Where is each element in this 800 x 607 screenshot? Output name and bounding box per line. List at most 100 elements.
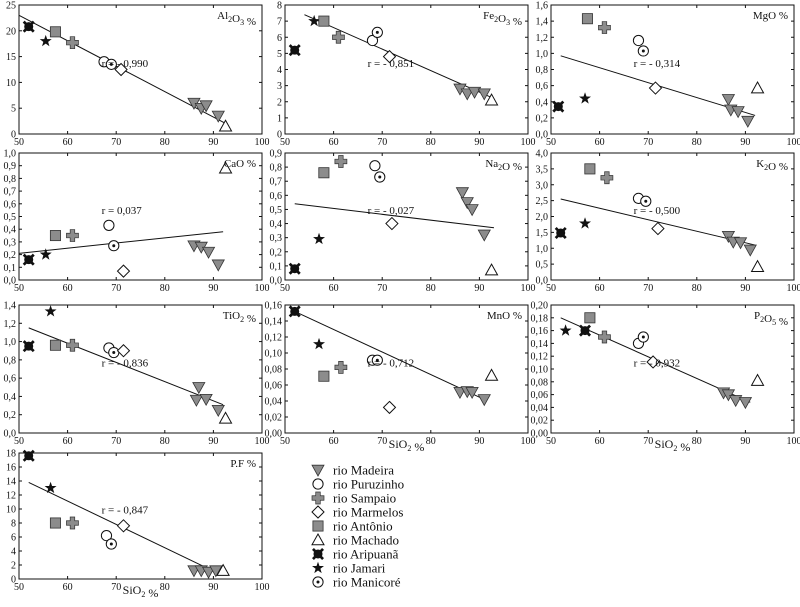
data-point-antonio — [584, 312, 596, 324]
x-tick-label: 70 — [377, 436, 387, 447]
x-tick-label: 60 — [63, 582, 73, 593]
data-point-puruzinho — [632, 34, 645, 47]
x-tick-label: 50 — [546, 436, 556, 447]
data-point-marmelos — [651, 221, 665, 236]
y-tick-label: 0,06 — [265, 381, 283, 392]
x-tick-label: 70 — [643, 436, 653, 447]
data-point-aripuana — [288, 262, 301, 275]
y-tick-label: 0,02 — [531, 416, 549, 427]
correlation-label: r = - 0,500 — [634, 205, 681, 217]
y-tick-label: 0,12 — [531, 352, 549, 363]
x-tick-label: 90 — [208, 436, 218, 447]
data-point-manicore — [108, 346, 120, 359]
y-tick-label: 1,2 — [4, 319, 17, 330]
data-point-madeira — [729, 395, 743, 408]
data-point-madeira — [733, 237, 748, 250]
scatter-panel: 50 60 70 80 90 1000,00,10,20,30,40,50,60,70,8… — [4, 149, 270, 295]
x-tick-label: 100 — [521, 436, 536, 447]
panel-title: TiO2 % — [223, 310, 256, 325]
y-tick-label: 0,0 — [536, 276, 549, 287]
x-tick-label: 80 — [160, 283, 170, 294]
data-point-madeira — [211, 110, 225, 123]
y-tick-label: 0,16 — [531, 326, 549, 337]
y-tick-label: 7 — [277, 17, 282, 28]
y-tick-label: 0,2 — [4, 410, 17, 421]
y-tick-label: 0,1 — [270, 261, 283, 272]
y-tick-label: 12 — [6, 491, 16, 502]
x-tick-label: 50 — [546, 137, 556, 148]
data-point-madeira — [460, 197, 474, 210]
correlation-label: r = - 0,314 — [634, 58, 681, 70]
y-tick-label: 15 — [6, 52, 16, 63]
data-point-antonio — [49, 230, 61, 242]
data-point-jamari — [308, 14, 321, 27]
legend-label: rio Marmelos — [333, 505, 403, 520]
data-point-antonio — [581, 13, 593, 25]
correlation-label: r = - 0,836 — [102, 357, 149, 369]
x-tick-label: 100 — [521, 137, 536, 148]
data-point-manicore — [637, 45, 649, 57]
data-point-machado — [218, 119, 233, 132]
x-tick-label: 60 — [329, 436, 339, 447]
y-tick-label: 0,0 — [4, 429, 17, 440]
x-tick-label: 100 — [255, 283, 270, 294]
y-tick-label: 0,7 — [270, 177, 283, 188]
data-point-machado — [750, 259, 765, 272]
data-point-jamari — [44, 305, 57, 317]
trend-line — [294, 203, 495, 229]
scatter-panel: 50 60 70 80 90 100 0,00 0,02 0,04 0,06 0,08 0,10 0,1… — [265, 301, 536, 455]
y-tick-label: 0,18 — [531, 313, 549, 324]
y-tick-label: 10 — [6, 78, 16, 89]
y-tick-label: 0,0 — [536, 130, 549, 141]
legend-label: rio Antônio — [333, 519, 393, 534]
scatter-panel: 50 60 70 80 90 1000,00,10,20,30,40,50,60,70,8… — [270, 149, 536, 295]
data-point-marmelos — [116, 344, 131, 358]
y-tick-label: 25 — [6, 1, 16, 12]
y-tick-label: 0,3 — [270, 233, 283, 244]
data-point-machado — [484, 93, 499, 106]
legend-label: rio Madeira — [333, 463, 394, 478]
data-point-manicore — [640, 195, 652, 207]
x-tick-label: 90 — [474, 436, 484, 447]
x-tick-label: 70 — [643, 137, 653, 148]
x-tick-label: 60 — [595, 137, 605, 148]
y-tick-label: 20 — [6, 26, 16, 37]
x-tick-label: 70 — [111, 283, 121, 294]
legend-marker-aripuana — [312, 548, 324, 560]
y-tick-label: 0,0 — [270, 276, 283, 287]
correlation-label: r = - 0,851 — [368, 58, 415, 70]
y-tick-label: 0,5 — [4, 212, 17, 223]
legend-label: rio Puruzinho — [333, 477, 404, 492]
data-point-aripuana — [554, 227, 567, 240]
x-tick-label: 50 — [14, 283, 24, 294]
y-tick-label: 0,16 — [265, 301, 283, 312]
data-point-sampaio — [598, 330, 611, 344]
data-point-jamari — [579, 92, 592, 104]
x-axis-label: SiO2 % — [655, 437, 691, 454]
data-point-manicore — [371, 26, 383, 39]
data-point-machado — [750, 373, 765, 386]
y-tick-label: 16 — [6, 463, 16, 474]
y-tick-label: 0,00 — [531, 429, 549, 440]
x-tick-label: 60 — [595, 436, 605, 447]
x-tick-label: 90 — [208, 137, 218, 148]
data-point-aripuana — [579, 324, 592, 337]
legend-item-puruzinho: rio Puruzinho — [312, 477, 404, 492]
legend-item-jamari: rio Jamari — [312, 561, 386, 576]
scatter-panel: 50 60 70 80 90 100 0,0 0,2 0,4 0,6 0,8 1,0 1,2 1,4 1,6… — [536, 1, 800, 149]
y-tick-label: 0,6 — [536, 81, 549, 92]
y-tick-label: 0,8 — [4, 174, 17, 185]
y-tick-label: 1,5 — [536, 228, 549, 239]
data-point-madeira — [460, 88, 474, 101]
y-tick-label: 3,0 — [536, 180, 549, 191]
x-tick-label: 80 — [692, 436, 702, 447]
data-point-jamari — [559, 324, 572, 336]
y-tick-label: 0,08 — [265, 365, 283, 376]
data-point-madeira — [201, 566, 216, 579]
legend-marker-madeira — [311, 464, 325, 477]
y-tick-label: 4 — [11, 547, 16, 558]
y-tick-label: 0,10 — [265, 349, 283, 360]
data-point-madeira — [738, 397, 753, 410]
legend-label: rio Aripuanã — [333, 547, 399, 562]
